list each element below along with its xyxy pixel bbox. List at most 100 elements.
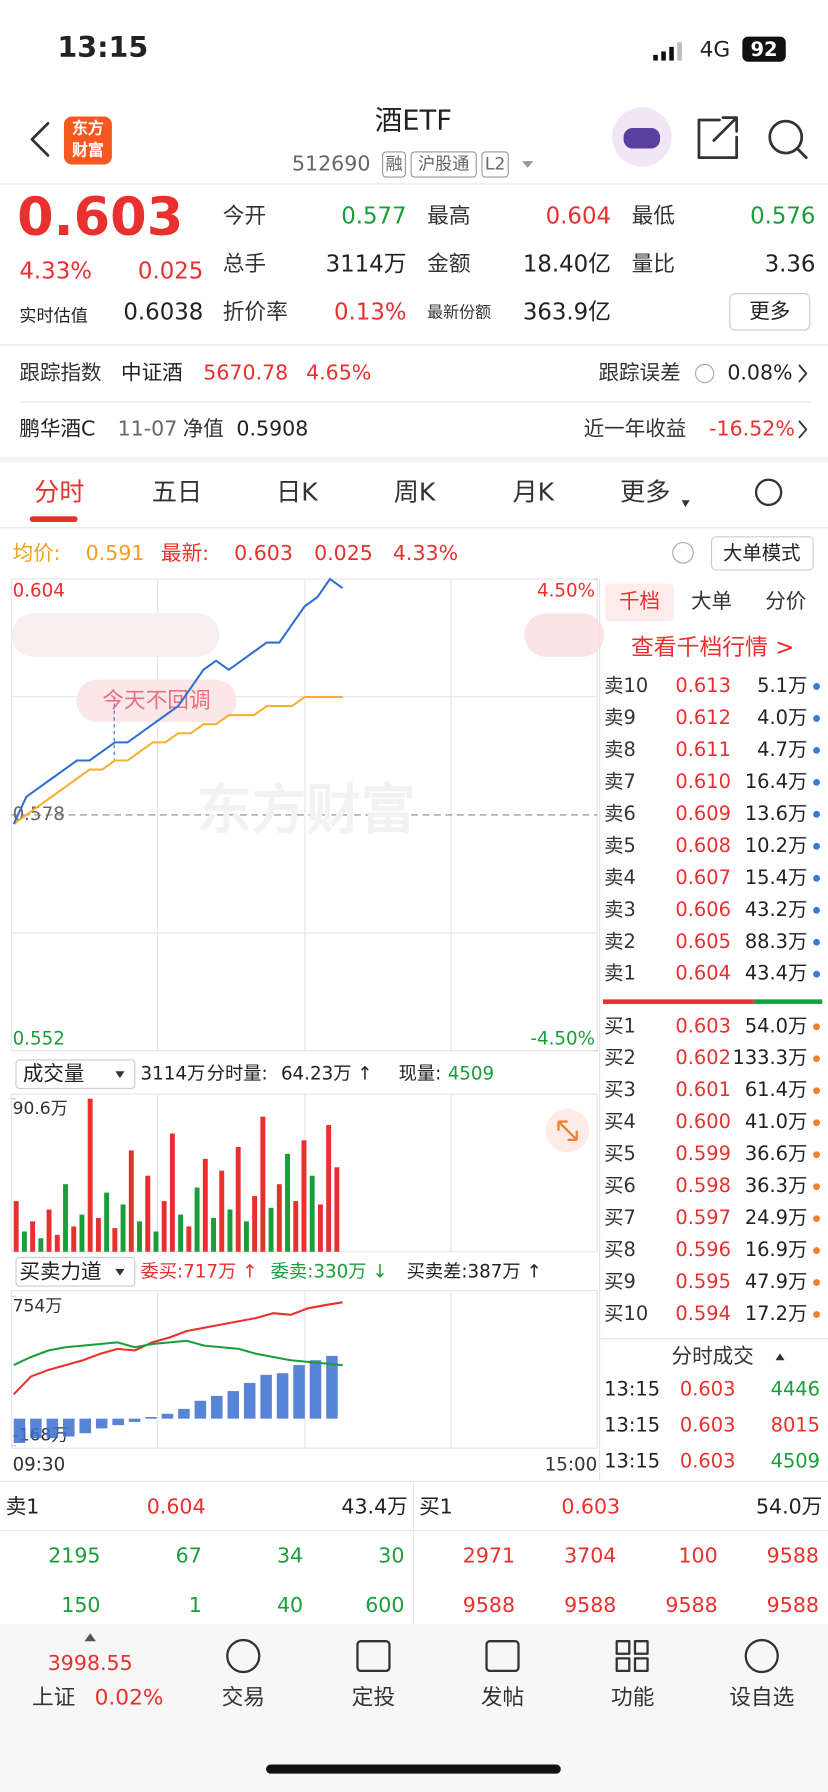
diff-bar (63, 1418, 75, 1437)
x-tick-label: 09:30 (13, 1454, 66, 1475)
level-label: 买5 (604, 1142, 636, 1165)
help-icon[interactable] (672, 541, 694, 564)
banner[interactable] (524, 613, 605, 657)
more-button[interactable] (729, 292, 811, 331)
volume-bar (227, 1209, 233, 1252)
volume-selector[interactable] (15, 1059, 136, 1090)
field-label: 最新份额 (427, 302, 491, 321)
tab-selected (605, 583, 674, 622)
level-price: 0.610 (675, 770, 731, 793)
sort-icon (775, 1353, 785, 1361)
depth-trade: 40 (277, 1593, 303, 1617)
logo (63, 116, 112, 165)
depth-trade: 100 (678, 1544, 717, 1568)
volume-bar (235, 1147, 241, 1252)
logo-text: 东方 (72, 119, 104, 138)
level-volume: 36.3万 (745, 1174, 808, 1197)
level-price: 0.603 (675, 1014, 731, 1037)
diff-bar (178, 1408, 190, 1419)
chevron (798, 364, 808, 383)
volume-bar (30, 1221, 36, 1252)
volume-bar (46, 1209, 52, 1252)
level-price: 0.608 (675, 834, 731, 857)
tab: 五日 (152, 477, 202, 506)
content: 13:15 4G 92 东方财富 酒ETF512690 融沪股通 L2 0.603 4.33% 0… (6, 30, 823, 1710)
avatar-face (623, 127, 661, 149)
nav-item[interactable]: 发帖 (481, 1685, 524, 1710)
index-value: 3998.55 (48, 1651, 133, 1675)
error-label: 跟踪误差 (598, 361, 680, 385)
share-icon[interactable] (697, 116, 739, 160)
diff-bar (326, 1355, 338, 1419)
sell-bar (603, 999, 754, 1004)
volume-bar (309, 1175, 315, 1252)
y-tick-label: 0.552 (13, 1028, 65, 1049)
volume-bar (252, 1196, 258, 1252)
level-label: 卖9 (604, 706, 636, 729)
nav-item[interactable]: 交易 (222, 1685, 265, 1710)
volume-bar (260, 1116, 266, 1252)
battery-level: 92 (751, 38, 778, 61)
trade-volume: 4446 (771, 1377, 820, 1400)
change: 0.025 (138, 258, 203, 284)
annotation-bubble[interactable] (76, 679, 237, 722)
level-dot (813, 810, 821, 818)
last-label: 最新: (161, 541, 209, 565)
level-price: 0.605 (675, 930, 731, 953)
tag (382, 151, 407, 178)
depth-trade: 9588 (564, 1593, 616, 1617)
dropdown[interactable] (521, 161, 534, 168)
index-name: 上证 (32, 1685, 75, 1710)
index-arrow[interactable] (84, 1633, 96, 1642)
volume-bar (145, 1175, 151, 1252)
search-handle (795, 147, 808, 160)
level-volume: 43.2万 (745, 898, 808, 921)
level-volume: 16.9万 (745, 1238, 808, 1261)
return-label: 近一年收益 (584, 416, 687, 440)
level-price: 0.609 (675, 802, 731, 825)
depth-trade: 2971 (463, 1544, 515, 1568)
help-icon[interactable] (694, 363, 715, 384)
force-selector[interactable] (15, 1256, 136, 1287)
back-button[interactable] (30, 122, 50, 157)
search-icon[interactable] (768, 119, 804, 155)
depth-trade: 2195 (48, 1544, 100, 1568)
trade-time: 13:15 (604, 1449, 660, 1472)
fund-name: 鹏华酒C (19, 416, 95, 440)
error-value: 0.08% (727, 361, 792, 385)
diff-bar (309, 1360, 322, 1419)
now-value: 4509 (448, 1064, 495, 1085)
nav-item[interactable]: 定投 (352, 1685, 395, 1710)
minute-label: 分时量: (207, 1064, 268, 1085)
diff-bar (227, 1391, 240, 1419)
book-tab: 千档 (619, 589, 660, 613)
volume-bar (268, 1207, 274, 1252)
price-line (13, 695, 343, 825)
level-price: 0.598 (675, 1174, 731, 1197)
field-value: 0.577 (341, 204, 406, 230)
nav-item[interactable]: 设自选 (729, 1685, 794, 1710)
force-label: 买卖力道 (19, 1259, 101, 1283)
level-price: 0.601 (675, 1078, 731, 1101)
y2-tick-label: -4.50% (530, 1028, 595, 1049)
settings-icon[interactable] (754, 478, 783, 506)
level-volume: 41.0万 (745, 1110, 808, 1133)
level-price: 0.596 (675, 1238, 731, 1261)
diff-bar (13, 1418, 26, 1443)
volume-label: 成交量 (23, 1062, 85, 1086)
nav-item[interactable]: 功能 (611, 1685, 654, 1710)
diff-bar (46, 1418, 59, 1439)
volume-bar (120, 1204, 126, 1252)
level-price: 0.599 (675, 1142, 731, 1165)
field-label: 金额 (427, 252, 471, 277)
mode-button[interactable] (710, 536, 814, 571)
level-label: 卖2 (604, 930, 636, 953)
pct: 4.33% (393, 541, 458, 565)
volume-total: 3114万 (140, 1064, 205, 1085)
index-pct: 0.02% (95, 1685, 164, 1710)
tab-dropdown (681, 500, 690, 508)
avg-value: 0.591 (86, 541, 145, 565)
signal (653, 42, 682, 61)
level-label: 卖4 (604, 866, 636, 889)
change: 0.025 (314, 541, 373, 565)
